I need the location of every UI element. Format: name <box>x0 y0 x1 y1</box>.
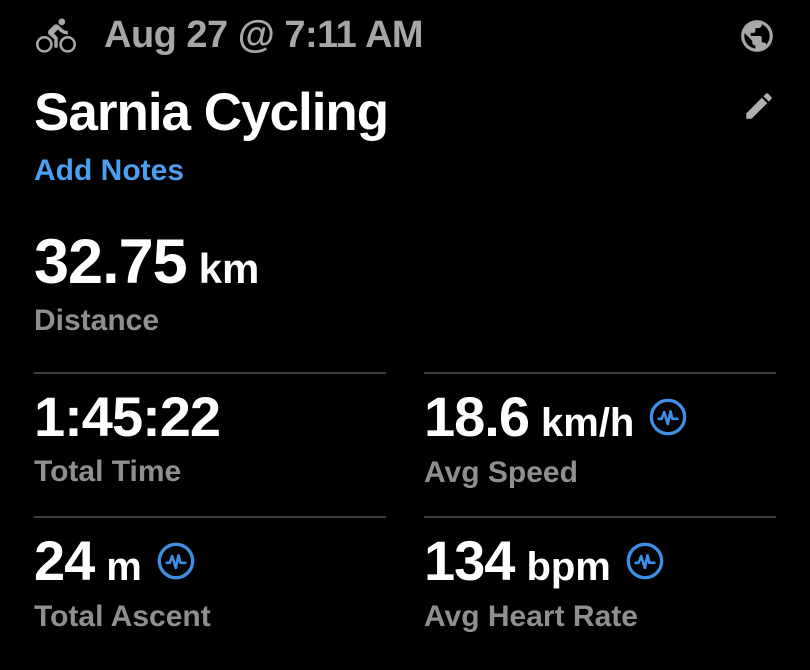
globe-icon[interactable] <box>738 17 776 55</box>
title-row: Sarnia Cycling <box>34 83 776 142</box>
total-ascent-stat: 24 m Total Ascent <box>34 515 386 634</box>
avg-heart-rate-unit: bpm <box>526 544 611 589</box>
stat-grid: 1:45:22 Total Time 18.6 km/h Avg Speed 24… <box>34 371 776 634</box>
total-ascent-value: 24 <box>34 528 95 592</box>
total-time-value: 1:45:22 <box>34 384 221 448</box>
total-ascent-unit: m <box>106 544 142 589</box>
pulse-chart-icon[interactable] <box>625 541 665 581</box>
avg-speed-stat: 18.6 km/h Avg Speed <box>424 371 776 490</box>
avg-speed-value: 18.6 <box>424 384 530 448</box>
avg-speed-label: Avg Speed <box>424 455 578 489</box>
avg-heart-rate-value: 134 <box>424 528 515 592</box>
activity-title: Sarnia Cycling <box>34 83 389 142</box>
total-time-stat: 1:45:22 Total Time <box>34 371 386 490</box>
pulse-chart-icon[interactable] <box>156 541 196 581</box>
distance-label: Distance <box>34 304 160 338</box>
total-time-label: Total Time <box>34 454 182 488</box>
avg-heart-rate-stat: 134 bpm Avg Heart Rate <box>424 515 776 634</box>
avg-heart-rate-label: Avg Heart Rate <box>424 599 638 633</box>
distance-unit: km <box>198 245 260 293</box>
distance-value-row: 32.75 km <box>34 231 776 294</box>
add-notes-link[interactable]: Add Notes <box>34 154 184 188</box>
pencil-icon[interactable] <box>742 89 776 123</box>
cyclist-icon <box>36 18 76 53</box>
avg-speed-unit: km/h <box>541 400 635 445</box>
activity-header: Aug 27 @ 7:11 AM <box>34 14 776 57</box>
distance-value: 32.75 <box>34 227 188 298</box>
pulse-chart-icon[interactable] <box>648 397 688 437</box>
activity-datetime: Aug 27 @ 7:11 AM <box>104 14 424 56</box>
total-ascent-label: Total Ascent <box>34 599 211 633</box>
distance-stat: 32.75 km Distance <box>34 231 776 338</box>
